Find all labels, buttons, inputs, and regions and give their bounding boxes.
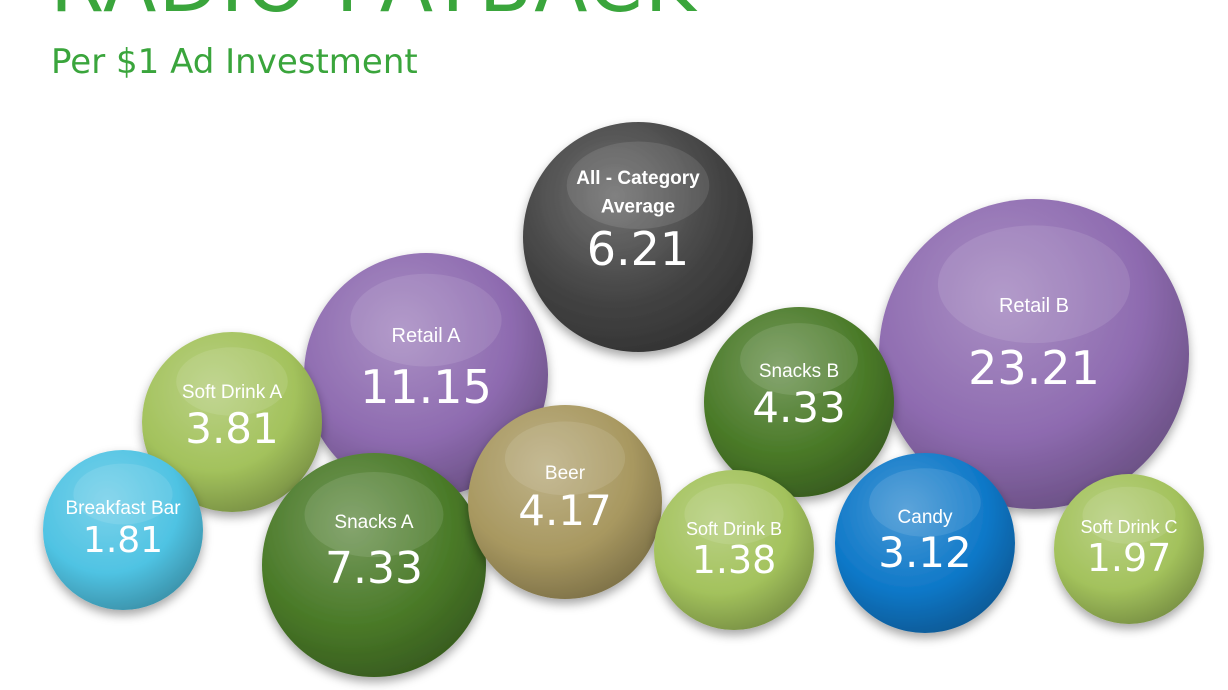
- bubble-highlight-snacks-b: [740, 323, 858, 396]
- bubble-value-candy: 3.12: [878, 528, 972, 577]
- bubble-value-soft-drink-b: 1.38: [692, 538, 777, 582]
- bubble-highlight-soft-drink-a: [176, 347, 288, 416]
- bubble-circle-soft-drink-a: [142, 332, 322, 512]
- bubble-circle-snacks-b: [704, 307, 894, 497]
- bubble-highlight-breakfast-bar: [73, 463, 173, 525]
- bubble-retail-a: Retail A 11.15: [304, 253, 548, 497]
- chart-title: RADIO PAYBACK: [50, 0, 698, 24]
- bubble-label-retail-b: Retail B: [999, 295, 1069, 317]
- bubble-highlight-soft-drink-b: [684, 483, 784, 545]
- bubble-circle-retail-b: [879, 199, 1189, 509]
- bubble-highlight-soft-drink-c: [1082, 486, 1176, 544]
- bubble-highlight-candy: [869, 468, 981, 537]
- bubble-circle-breakfast-bar: [43, 450, 203, 610]
- bubble-circle-candy: [835, 453, 1015, 633]
- bubble-soft-drink-b: Soft Drink B1.38: [654, 470, 814, 630]
- bubble-label-beer: Beer: [545, 463, 586, 484]
- bubble-circle-snacks-a: [262, 453, 486, 677]
- bubble-highlight-retail-b: [937, 225, 1131, 344]
- bubble-value-snacks-b: 4.33: [752, 383, 846, 432]
- bubble-highlight-snacks-a: [304, 472, 444, 558]
- bubble-snacks-a: Snacks A 7.33: [262, 453, 486, 677]
- bubble-highlight-all-category-average: [566, 141, 710, 229]
- bubble-value-snacks-a: 7.33: [325, 543, 423, 594]
- bubble-label-soft-drink-a: Soft Drink A: [182, 382, 283, 403]
- bubble-value-soft-drink-c: 1.97: [1087, 536, 1172, 580]
- bubble-label-soft-drink-b: Soft Drink B: [686, 519, 782, 539]
- bubble-circle-retail-a: [304, 253, 548, 497]
- bubble-soft-drink-a: Soft Drink A3.81: [142, 332, 322, 512]
- bubble-label-snacks-b: Snacks B: [759, 361, 839, 382]
- bubble-label-soft-drink-c: Soft Drink C: [1080, 517, 1177, 537]
- bubble-snacks-b: Snacks B4.33: [704, 307, 894, 497]
- bubble-retail-b: Retail B 23.21: [879, 199, 1189, 509]
- bubble-value-retail-a: 11.15: [360, 360, 492, 414]
- bubble-value-retail-b: 23.21: [968, 341, 1100, 395]
- bubble-highlight-beer: [504, 421, 626, 496]
- bubble-value-beer: 4.17: [518, 486, 612, 535]
- bubble-value-soft-drink-a: 3.81: [185, 404, 279, 453]
- bubble-label-candy: Candy: [898, 507, 953, 528]
- bubble-label-all-category-average: All - Category Average: [576, 168, 700, 218]
- bubble-value-breakfast-bar: 1.81: [83, 520, 163, 561]
- bubble-highlight-retail-a: [350, 273, 502, 367]
- chart-subtitle: Per $1 Ad Investment: [51, 42, 418, 82]
- bubble-label-breakfast-bar: Breakfast Bar: [65, 498, 181, 519]
- bubble-circle-beer: [468, 405, 662, 599]
- bubble-circle-soft-drink-b: [654, 470, 814, 630]
- bubble-label-retail-a: Retail A: [392, 325, 462, 347]
- bubble-soft-drink-c: Soft Drink C1.97: [1054, 474, 1204, 624]
- bubble-label-snacks-a: Snacks A: [334, 512, 414, 533]
- bubble-circle-soft-drink-c: [1054, 474, 1204, 624]
- bubble-value-all-category-average: 6.21: [587, 222, 689, 276]
- bubble-circle-all-category-average: [523, 122, 753, 352]
